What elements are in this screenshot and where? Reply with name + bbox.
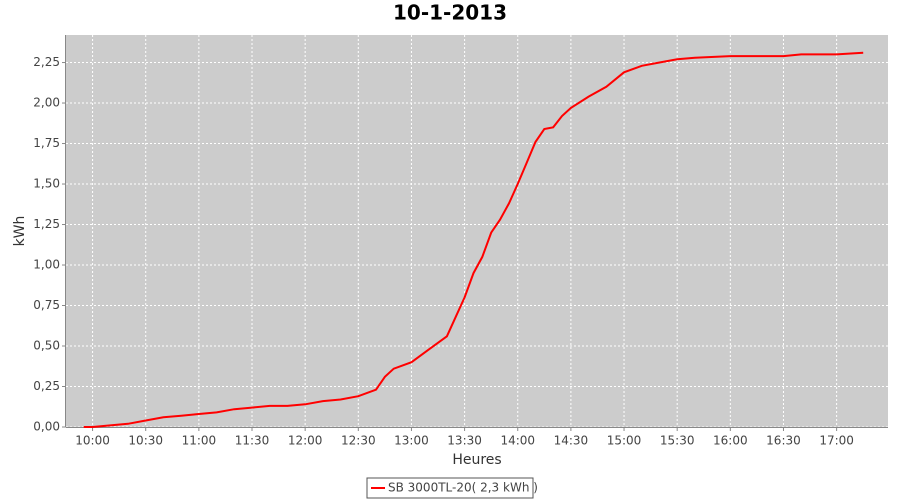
x-tick-label: 11:00	[182, 434, 217, 448]
y-tick-label: 2,00	[33, 96, 60, 110]
y-tick-label: 1,00	[33, 258, 60, 272]
plot-area	[66, 35, 888, 427]
x-tick-label: 12:30	[341, 434, 376, 448]
x-tick-label: 16:00	[713, 434, 748, 448]
chart-title: 10-1-2013	[393, 1, 507, 25]
y-tick-label: 2,25	[33, 55, 60, 69]
x-tick-label: 13:30	[447, 434, 482, 448]
x-tick-label: 16:30	[766, 434, 801, 448]
legend-box	[366, 477, 534, 499]
x-tick-label: 14:00	[500, 434, 535, 448]
y-axis-label: kWh	[12, 216, 28, 247]
y-tick-label: 1,50	[33, 177, 60, 191]
y-tick-label: 0,50	[33, 339, 60, 353]
x-tick-label: 12:00	[288, 434, 323, 448]
x-tick-label: 14:30	[554, 434, 589, 448]
y-tick-label: 0,75	[33, 298, 60, 312]
x-tick-label: 15:30	[660, 434, 695, 448]
x-tick-label: 17:00	[819, 434, 854, 448]
y-tick-label: 0,25	[33, 379, 60, 393]
series-line	[83, 51, 864, 428]
x-tick-label: 11:30	[235, 434, 270, 448]
y-tick-label: 1,75	[33, 136, 60, 150]
x-tick-label: 10:00	[75, 434, 110, 448]
y-tick-label: 1,25	[33, 217, 60, 231]
y-tick-label: 0,00	[33, 420, 60, 434]
x-tick-label: 15:00	[607, 434, 642, 448]
x-tick-label: 13:00	[394, 434, 429, 448]
x-tick-label: 10:30	[128, 434, 163, 448]
x-axis-label: Heures	[452, 452, 501, 468]
legend-label: SB 3000TL-20( 2,3 kWh )	[388, 481, 538, 495]
